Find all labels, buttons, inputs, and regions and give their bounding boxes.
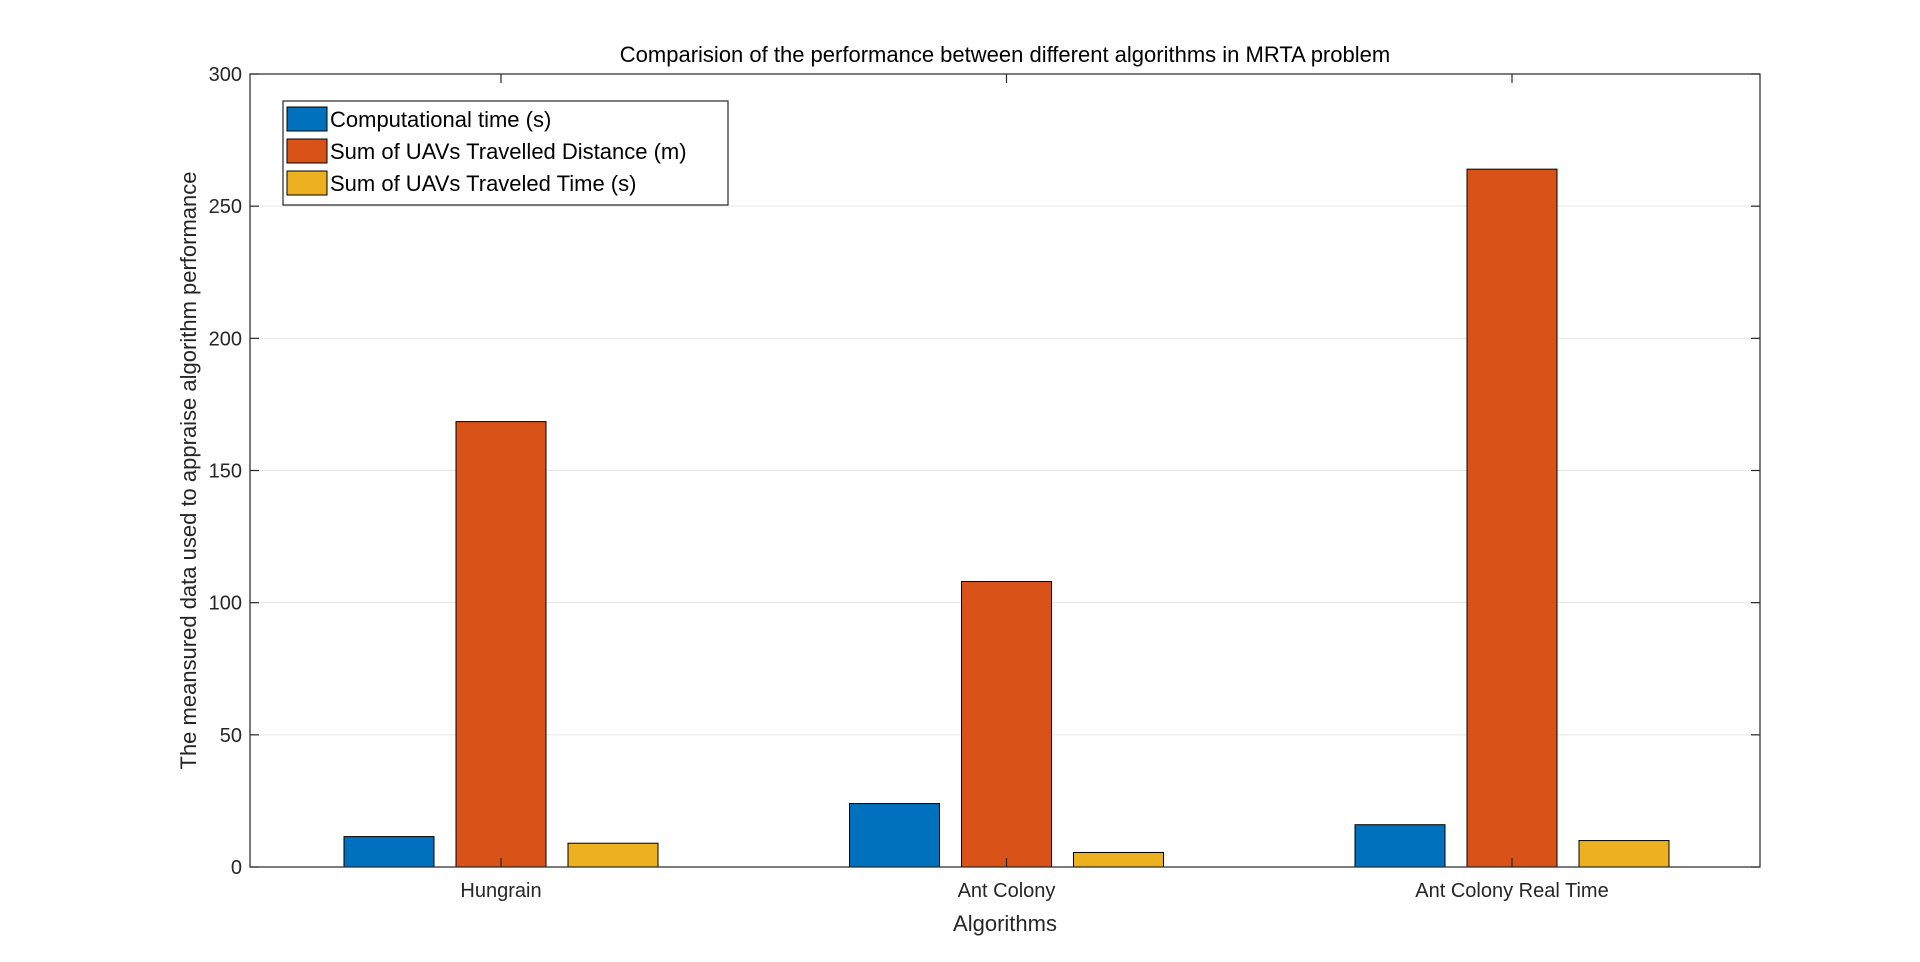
legend-items: Computational time (s) Sum of UAVs Travel… (286, 106, 687, 196)
bars-layer (343, 168, 1670, 868)
legend-label: Sum of UAVs Traveled Time (s) (330, 171, 636, 196)
y-tick-label: 300 (209, 64, 242, 86)
y-tick-label: 150 (209, 461, 242, 483)
legend-label: Sum of UAVs Travelled Distance (m) (330, 139, 687, 164)
bar-3-1 (567, 842, 659, 868)
y-axis-label: The meansured data used to appraise algo… (176, 171, 201, 769)
bar-1-1 (343, 836, 435, 868)
bar-2-2 (961, 581, 1052, 868)
legend-label: Computational time (s) (330, 107, 551, 132)
y-tick-label: 100 (209, 593, 242, 615)
legend-swatch (286, 138, 328, 164)
ticks-layer: 0 50 100 150 200 250 300 Hungrain Ant Colony Ant … (209, 64, 1760, 902)
y-tick-label: 250 (209, 196, 242, 218)
x-axis-label: Algorithms (953, 911, 1057, 936)
legend-swatch (286, 170, 328, 196)
x-tick-label: Hungrain (460, 880, 541, 902)
bar-1-2 (849, 803, 940, 868)
bar-2-3 (1466, 168, 1558, 868)
y-tick-label: 50 (220, 725, 242, 747)
legend-swatch (286, 106, 328, 132)
bar-1-3 (1354, 824, 1446, 868)
x-tick-label: Ant Colony Real Time (1415, 880, 1608, 902)
legend-box (282, 100, 729, 206)
bar-3-3 (1578, 840, 1670, 868)
bar-3-2 (1073, 851, 1164, 868)
x-tick-label: Ant Colony (958, 880, 1056, 902)
bar-2-1 (455, 421, 547, 868)
y-tick-label: 200 (209, 328, 242, 350)
y-tick-label: 0 (231, 857, 242, 879)
legend: Computational time (s) Sum of UAVs Travel… (282, 100, 729, 206)
chart-title: Comparision of the performance between d… (620, 42, 1390, 67)
